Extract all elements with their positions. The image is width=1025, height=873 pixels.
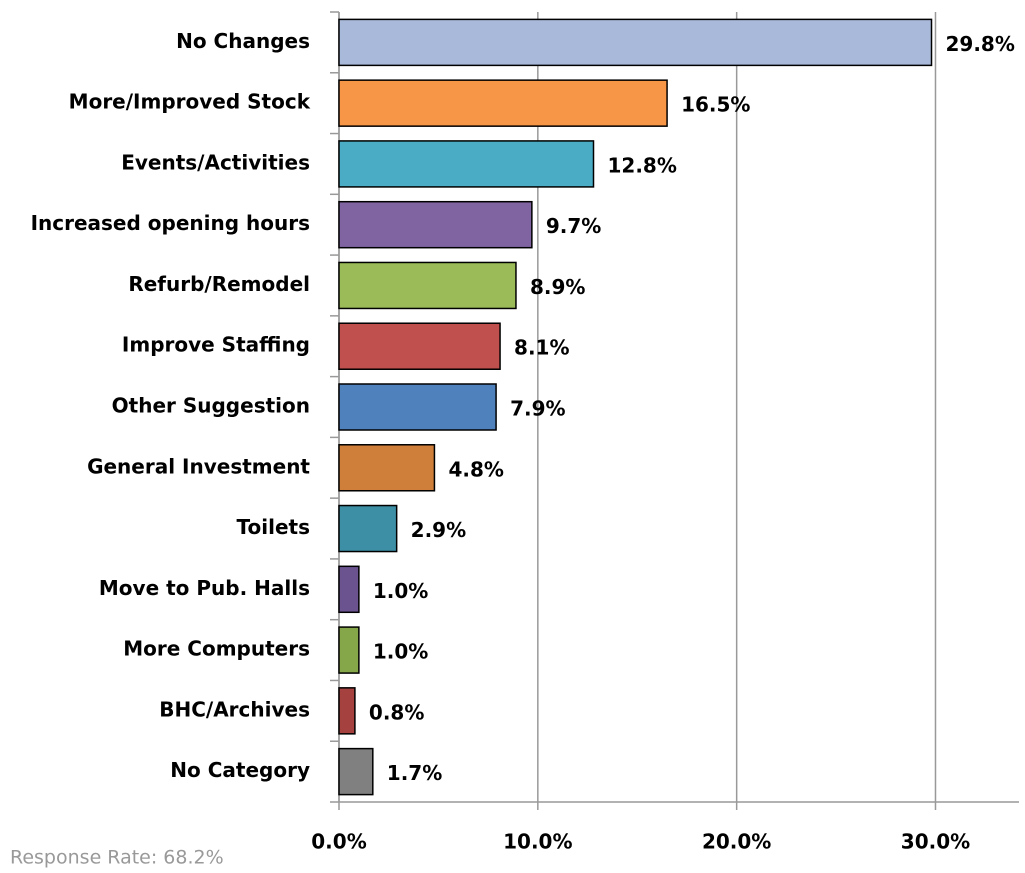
value-label: 9.7%	[546, 214, 601, 238]
y-tick-label: Improve Staffing	[122, 333, 310, 357]
y-tick-label: Toilets	[237, 515, 310, 539]
y-tick-label: Move to Pub. Halls	[99, 576, 310, 600]
x-tick-label: 20.0%	[702, 830, 771, 854]
value-label: 1.0%	[373, 579, 428, 603]
y-tick-label: No Category	[170, 758, 310, 782]
bar	[338, 626, 360, 674]
bar	[338, 261, 517, 310]
bar	[338, 383, 497, 431]
value-label: 7.9%	[510, 397, 565, 421]
bar	[338, 140, 595, 188]
y-tick-label: No Changes	[176, 29, 310, 53]
x-tick-label: 10.0%	[503, 830, 572, 854]
x-tick-label: 0.0%	[311, 830, 366, 854]
value-label: 4.8%	[448, 457, 503, 481]
value-label: 0.8%	[369, 700, 424, 724]
value-label: 8.9%	[530, 275, 585, 299]
bar	[338, 565, 360, 614]
value-label: 16.5%	[681, 93, 750, 117]
value-label: 1.0%	[373, 640, 428, 664]
y-tick-label: More Computers	[123, 637, 310, 661]
value-label: 8.1%	[514, 336, 569, 360]
bar	[338, 322, 501, 370]
bar	[338, 79, 668, 127]
value-label: 2.9%	[411, 518, 466, 542]
value-label: 1.7%	[387, 761, 442, 785]
y-tick-label: General Investment	[87, 454, 310, 478]
y-tick-label: More/Improved Stock	[69, 90, 311, 114]
bar	[338, 747, 374, 796]
y-tick-label: BHC/Archives	[159, 697, 310, 721]
annotation: Response Rate: 68.2%	[10, 847, 224, 869]
value-label: 29.8%	[946, 32, 1015, 56]
y-tick-label: Increased opening hours	[31, 211, 310, 235]
y-tick-label: Events/Activities	[121, 150, 310, 174]
bar	[338, 444, 436, 492]
y-tick-label: Other Suggestion	[112, 394, 310, 418]
y-tick-label: Refurb/Remodel	[128, 272, 310, 296]
x-tick-label: 30.0%	[901, 830, 970, 854]
bar	[338, 200, 533, 249]
bar	[338, 504, 398, 553]
bar	[338, 687, 356, 735]
bar	[338, 18, 933, 67]
value-label: 12.8%	[608, 153, 677, 177]
